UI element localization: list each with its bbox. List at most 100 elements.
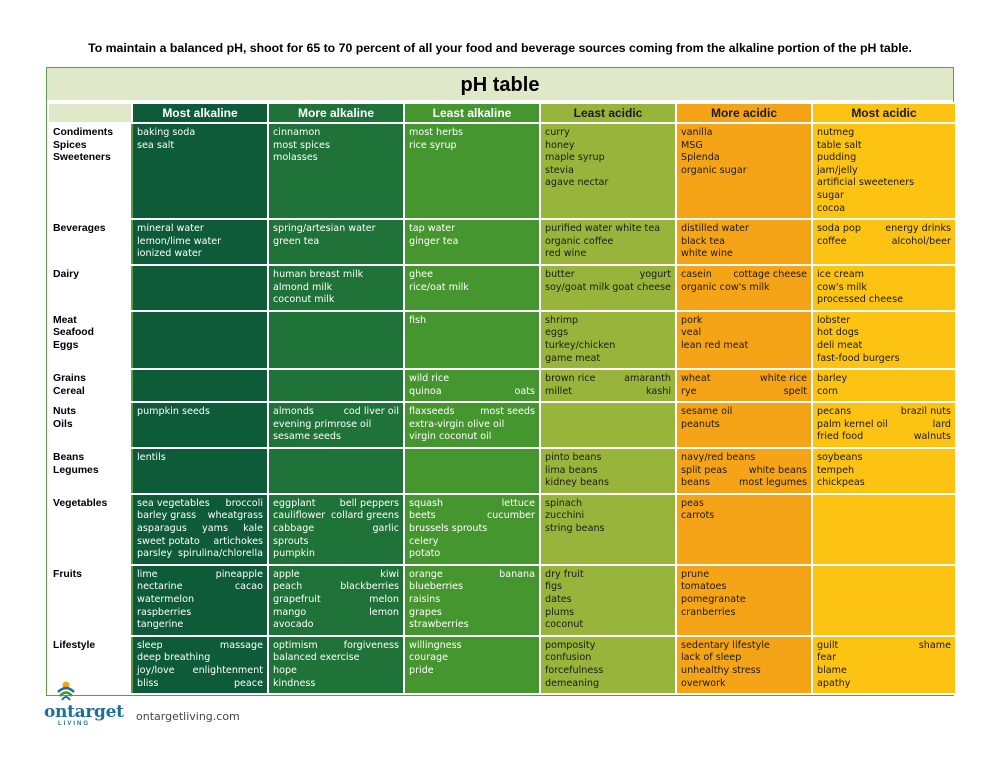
cell-more-alkaline: almonds cod liver oil evening primrose oil… <box>267 401 405 450</box>
food-item: pomposity <box>545 639 596 651</box>
food-item: goat cheese <box>612 281 671 293</box>
food-item: evening primrose oil <box>273 418 372 430</box>
food-item: most herbs <box>409 127 464 138</box>
food-item: casein <box>681 268 712 280</box>
food-item: blueberries <box>409 581 464 593</box>
food-line: asparagus yams kale <box>137 523 263 536</box>
food-item: deep breathing <box>137 652 211 664</box>
food-line: veal <box>681 327 807 340</box>
food-line: tap water <box>409 223 535 236</box>
food-line: dry fruit <box>545 569 671 582</box>
food-line: blame <box>817 665 951 678</box>
cell-more-acidic: peas carrots <box>675 492 813 566</box>
food-line: sweet potato artichokes <box>137 536 263 549</box>
food-item: spelt <box>783 385 807 397</box>
food-line: rice syrup <box>409 140 535 153</box>
food-item: deli meat <box>817 339 863 351</box>
food-item: mineral water <box>137 223 204 235</box>
food-line: lima beans <box>545 465 671 478</box>
food-line: evening primrose oil <box>273 419 399 432</box>
cell-least-acidic <box>539 401 677 450</box>
cell-more-acidic: pork veal lean red meat <box>675 309 813 371</box>
food-line: pork <box>681 315 807 328</box>
food-line: barley <box>817 373 951 386</box>
food-line: grapefruit melon <box>273 594 399 607</box>
food-item: lemon <box>369 606 399 618</box>
cell-least-alkaline: willingness courage pride <box>403 634 541 696</box>
food-line: sea vegetables broccoli <box>137 498 263 511</box>
food-item: eggs <box>545 327 569 339</box>
category-label: Eggs <box>53 339 79 351</box>
cell-most-acidic: pecans brazil nuts palm kernel oil lard frie… <box>811 401 957 450</box>
food-item: cauliflower <box>273 510 326 522</box>
food-item: avocado <box>273 619 314 631</box>
food-line: cinnamon <box>273 127 399 140</box>
table-row: Beans Legumes lentils pinto beans lima beans… <box>47 447 957 495</box>
food-item: barley <box>817 373 848 385</box>
food-line: pecans brazil nuts <box>817 406 951 419</box>
website-link[interactable]: ontargetliving.com <box>136 710 240 723</box>
food-item: mango <box>273 606 307 618</box>
food-item: walnuts <box>913 431 951 443</box>
table-row: Lifestyle sleep massage deep breathing joy/l… <box>47 634 957 696</box>
food-item: beans <box>681 477 710 489</box>
food-line: navy/red beans <box>681 452 807 465</box>
food-item: artichokes <box>213 535 263 547</box>
food-item: white wine <box>681 248 733 260</box>
food-line: bliss peace <box>137 678 263 691</box>
category-label: Dairy <box>53 268 79 280</box>
food-item: wild rice <box>409 373 450 385</box>
food-line: ghee <box>409 269 535 282</box>
cell-least-alkaline <box>403 447 541 495</box>
category-label: Nuts <box>53 406 77 418</box>
food-line: cranberries <box>681 607 807 620</box>
food-item: prune <box>681 568 710 580</box>
food-line: lime pineapple <box>137 569 263 582</box>
food-item: lentils <box>137 452 166 464</box>
food-line: shrimp <box>545 315 671 328</box>
food-line: mango lemon <box>273 607 399 620</box>
food-line: peanuts <box>681 419 807 432</box>
food-line: coconut <box>545 619 671 632</box>
food-line: coffee alcohol/beer <box>817 236 951 249</box>
cell-most-acidic <box>811 563 957 637</box>
food-item: flaxseeds <box>409 406 455 418</box>
category-label: Grains <box>53 373 86 385</box>
food-line: cabbage garlic <box>273 523 399 536</box>
food-line: sprouts <box>273 536 399 549</box>
food-item: fried food <box>817 431 864 443</box>
food-item: Splenda <box>681 152 720 164</box>
food-item: coconut <box>545 619 584 631</box>
food-item: nutmeg <box>817 127 855 138</box>
food-item: most seeds <box>480 406 535 418</box>
food-line: brown rice amaranth <box>545 373 671 386</box>
food-line: beets cucumber <box>409 510 535 523</box>
food-line: nectarine cacao <box>137 581 263 594</box>
food-item: sugar <box>817 189 844 201</box>
food-item: figs <box>545 581 563 593</box>
food-line: baking soda <box>137 127 263 140</box>
cell-least-alkaline: squash lettuce beets cucumber brussels sprou… <box>403 492 541 566</box>
food-item: ice cream <box>817 268 865 280</box>
food-line: honey <box>545 140 671 153</box>
cell-more-alkaline: eggplant bell peppers cauliflower collard g… <box>267 492 405 566</box>
food-line: watermelon <box>137 594 263 607</box>
cell-more-acidic: sedentary lifestyle lack of sleep unhealth… <box>675 634 813 696</box>
food-line: agave nectar <box>545 177 671 190</box>
food-item: almond milk <box>273 281 333 293</box>
food-line: distilled water <box>681 223 807 236</box>
food-line: ice cream <box>817 269 951 282</box>
food-item: most legumes <box>738 477 807 489</box>
food-item: raspberries <box>137 606 192 618</box>
food-line: soda pop energy drinks <box>817 223 951 236</box>
food-item: sleep <box>137 639 163 651</box>
food-line: lean red meat <box>681 340 807 353</box>
food-item: split peas <box>681 464 728 476</box>
food-item: sprouts <box>273 535 309 547</box>
food-item: sesame oil <box>681 406 733 418</box>
food-line: sugar <box>817 190 951 203</box>
cell-more-acidic: prune tomatoes pomegranate cranberries <box>675 563 813 637</box>
food-item: cucumber <box>487 510 535 522</box>
food-line: string beans <box>545 523 671 536</box>
food-line: plums <box>545 607 671 620</box>
